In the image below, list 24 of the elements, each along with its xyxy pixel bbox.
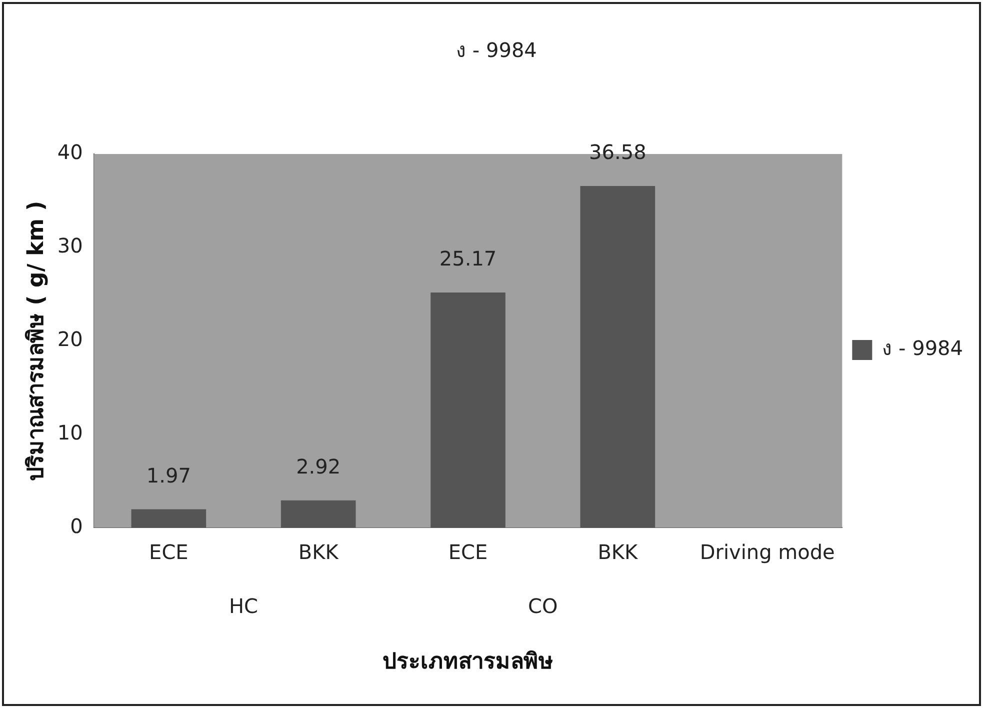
x-tick-label: ECE — [448, 540, 488, 564]
x-axis-title: ประเภทสารมลพิษ — [382, 650, 554, 675]
chart-title: ง - 9984 — [456, 38, 537, 62]
y-axis-title: ปริมาณสารมลพิษ ( g/ km ) — [24, 200, 49, 481]
x-tick-label: ECE — [149, 540, 188, 564]
data-label: 2.92 — [296, 454, 341, 479]
y-tick-label: 40 — [57, 140, 83, 164]
y-tick-label: 20 — [57, 327, 83, 352]
bar — [580, 186, 656, 528]
bar — [131, 509, 206, 528]
data-label: 25.17 — [439, 246, 497, 271]
legend-label: ง - 9984 — [882, 336, 964, 360]
bar — [280, 500, 356, 528]
data-label: 1.97 — [146, 463, 191, 488]
text: CO — [528, 594, 558, 618]
data-label: 36.58 — [589, 140, 646, 164]
bar — [430, 292, 506, 528]
y-tick-label: 0 — [70, 514, 83, 538]
x-tick-label: Driving mode — [700, 540, 835, 564]
text: HC — [229, 594, 258, 618]
x-tick-label: BKK — [298, 540, 340, 564]
y-tick-label: 10 — [57, 420, 83, 444]
y-tick-label: 30 — [57, 234, 83, 258]
x-tick-label: BKK — [598, 540, 639, 564]
